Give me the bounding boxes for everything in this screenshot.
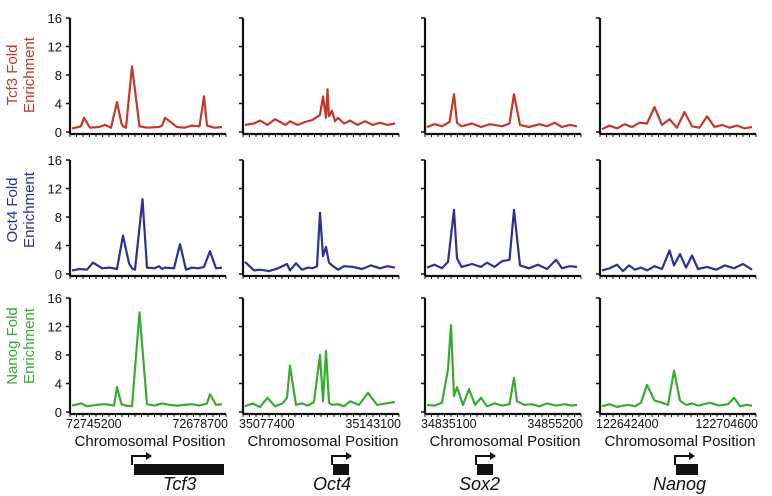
series-line [601,249,753,273]
tss-arrow [475,455,490,465]
row-label-nanog: Nanog Fold Enrichment [4,281,38,411]
series-line [71,198,223,272]
panel-oct4 [239,159,400,279]
panel-nanog [596,159,757,279]
gene-track [131,452,698,475]
x-end-label: 35143100 [345,417,401,431]
y-tick-label: 12 [48,40,62,55]
tss-arrowhead [490,452,496,460]
panel-grid: 0 4 8 12 16 0 4 8 12 16 0 4 8 12 16 [48,11,757,420]
y-tick-label: 0 [55,125,62,140]
panel-sox2 [421,297,582,417]
gene-glyph-nanog [674,452,698,475]
y-tick-label: 16 [48,153,62,168]
series-line [244,88,396,127]
gene-name-nanog: Nanog [653,474,707,494]
gene-body [676,464,698,475]
y-tick-label: 0 [55,405,62,420]
y-tick-label: 8 [55,210,62,225]
gene-glyph-tcf3 [131,452,224,475]
panel-nanog [596,297,757,417]
y-tick-label: 4 [55,239,62,254]
series-line [601,105,753,131]
gene-body [134,464,224,475]
y-tick-label: 8 [55,348,62,363]
x-axis-area: 72745200 72678700 Chromosomal Position 3507… [66,417,758,450]
gene-body [477,464,493,475]
series-line [601,369,753,409]
series-line [426,208,578,271]
x-start-label: 35077400 [239,417,295,431]
gene-glyph-sox2 [475,452,496,475]
row-label-line1: Oct4 Fold [4,177,21,243]
panel-oct4 [239,297,400,417]
row-label-tcf3: Tcf3 Fold Enrichment [4,10,38,140]
series-line [71,311,223,408]
y-tick-label: 12 [48,182,62,197]
y-tick-label: 16 [48,11,62,26]
x-start-label: 122642400 [596,417,659,431]
y-tick-label: 4 [55,377,62,392]
y-tick-label: 8 [55,68,62,83]
gene-name-tcf3: Tcf3 [163,474,197,494]
tss-arrowhead [146,452,152,460]
row-label-line1: Tcf3 Fold [4,44,21,106]
x-axis-title: Chromosomal Position [75,433,226,450]
tss-arrowhead [346,452,352,460]
gene-glyph-oct4 [331,452,352,475]
tss-arrow [131,455,146,465]
x-end-label: 122704600 [695,417,758,431]
series-line [244,211,396,273]
gene-name-oct4: Oct4 [313,474,352,494]
panel-sox2 [421,17,582,137]
panel-tcf3: 0 4 8 12 16 [48,153,227,282]
x-end-label: 34855200 [527,417,583,431]
x-end-label: 72678700 [172,417,228,431]
x-axis-title: Chromosomal Position [605,433,756,450]
row-label-line1: Nanog Fold [4,307,21,385]
tss-arrow [331,455,346,465]
series-line [71,65,223,130]
panel-nanog [596,17,757,137]
row-label-oct4: Oct4 Fold Enrichment [4,145,38,275]
y-tick-label: 16 [48,291,62,306]
y-tick-label: 0 [55,267,62,282]
tss-arrowhead [689,452,695,460]
panel-tcf3: 0 4 8 12 16 [48,11,227,140]
panel-tcf3: 0 4 8 12 16 [48,291,227,420]
row-label-line2: Enrichment [21,172,38,248]
x-axis-title: Chromosomal Position [248,433,399,450]
gene-body [333,464,349,475]
x-start-label: 34835100 [421,417,477,431]
tss-arrow [674,455,689,465]
series-line [426,324,578,408]
y-tick-label: 4 [55,97,62,112]
series-line [426,93,578,129]
row-label-line2: Enrichment [21,308,38,384]
x-axis-title: Chromosomal Position [430,433,581,450]
gene-name-sox2: Sox2 [459,474,501,494]
x-start-label: 72745200 [66,417,122,431]
y-tick-label: 12 [48,320,62,335]
panel-sox2 [421,159,582,279]
row-label-line2: Enrichment [21,37,38,113]
panel-oct4 [239,17,400,137]
series-line [244,349,396,409]
